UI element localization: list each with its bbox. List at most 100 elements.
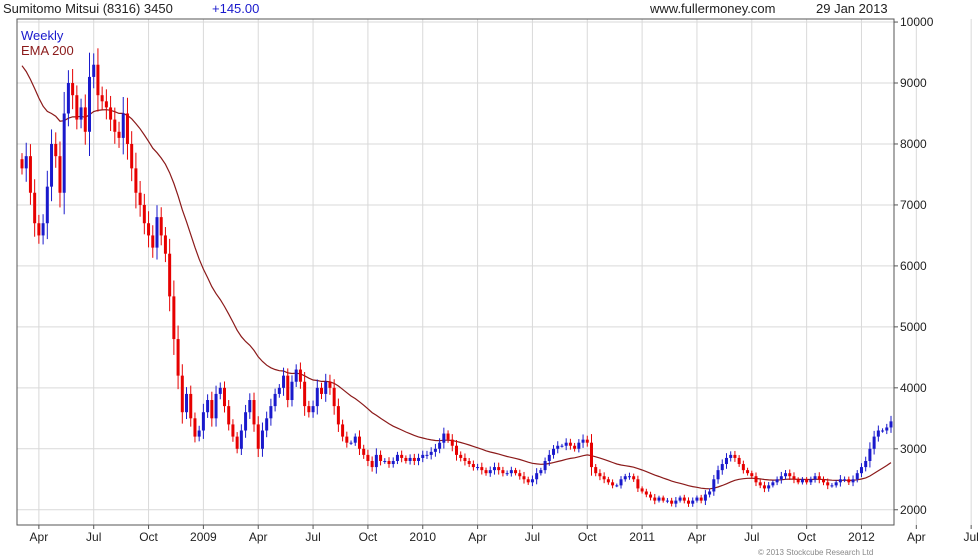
candle-body: [83, 107, 87, 132]
candle-body: [298, 369, 302, 382]
candle-body: [324, 381, 328, 394]
candle-body: [239, 430, 243, 449]
candle-body: [834, 482, 838, 486]
candle-body: [868, 448, 872, 461]
candle-body: [412, 457, 416, 461]
y-tick-label: 8000: [900, 137, 927, 151]
candle-body: [332, 387, 336, 407]
candle-body: [530, 479, 534, 483]
candle-body: [488, 470, 492, 474]
candle-body: [881, 430, 885, 432]
x-tick-label: Apr: [688, 530, 707, 544]
candle-body: [627, 476, 631, 478]
candle-body: [433, 448, 437, 452]
candle-body: [62, 113, 66, 193]
candle-body: [724, 457, 728, 465]
candle-body: [467, 460, 471, 465]
candle-body: [163, 235, 167, 254]
candle-body: [341, 424, 345, 437]
candle-body: [758, 482, 762, 486]
candle-body: [762, 485, 766, 489]
candle-body: [813, 476, 817, 480]
price-change: +145.00: [212, 1, 259, 16]
candle-body: [577, 442, 581, 449]
legend: Weekly EMA 200: [21, 28, 74, 58]
candle-body: [349, 442, 353, 444]
copyright: © 2013 Stockcube Research Ltd: [758, 548, 873, 557]
x-tick-label: Oct: [139, 530, 158, 544]
candle-body: [661, 497, 665, 501]
candle-body: [589, 442, 593, 468]
candle-body: [442, 433, 446, 443]
candle-body: [779, 476, 783, 480]
candle-body: [408, 457, 412, 461]
ema-200-line: [21, 65, 892, 490]
x-tick-label: Apr: [30, 530, 49, 544]
candle-body: [838, 479, 842, 483]
candle-body: [121, 113, 125, 138]
x-tick-label: 2012: [848, 530, 875, 544]
candle-body: [79, 107, 83, 120]
candle-body: [277, 387, 281, 394]
candle-body: [687, 500, 691, 504]
x-tick-label: Oct: [359, 530, 378, 544]
candle-body: [366, 454, 370, 461]
candle-body: [421, 454, 425, 458]
candle-body: [872, 436, 876, 449]
candle-body: [543, 460, 547, 471]
candle-body: [682, 497, 686, 501]
candle-body: [450, 439, 454, 446]
candle-body: [227, 406, 231, 425]
candle-body: [185, 393, 189, 413]
candle-body: [822, 479, 826, 483]
candle-body: [176, 339, 180, 376]
x-tick-label: Jul: [525, 530, 540, 544]
candle-body: [113, 119, 117, 132]
candle-body: [307, 406, 311, 413]
candle-body: [362, 448, 366, 455]
candle-body: [446, 433, 450, 440]
candle-body: [741, 464, 745, 471]
candle-body: [383, 460, 387, 462]
candle-body: [172, 296, 176, 340]
candle-body: [374, 454, 378, 468]
candle-body: [497, 467, 501, 471]
candle-body: [50, 143, 54, 187]
candle-body: [222, 387, 226, 407]
candle-body: [294, 369, 298, 382]
candle-body: [155, 217, 159, 248]
candle-body: [619, 479, 623, 486]
candle-body: [387, 460, 391, 465]
candle-body: [353, 436, 357, 443]
candle-body: [501, 470, 505, 474]
plot-frame: [16, 18, 895, 526]
candle-body: [168, 253, 172, 297]
candle-body: [87, 76, 91, 132]
chart-date: 29 Jan 2013: [816, 1, 888, 16]
candle-body: [699, 497, 703, 501]
candle-body: [206, 400, 210, 413]
y-tick-label: 7000: [900, 198, 927, 212]
candle-body: [522, 476, 526, 480]
candle-body: [678, 497, 682, 501]
candle-body: [231, 424, 235, 437]
candle-body: [623, 476, 627, 480]
y-axis: 2000 3000 4000 5000 6000 7000 8000 9000 10000: [894, 15, 934, 517]
candle-body: [859, 467, 863, 474]
candle-body: [653, 497, 657, 501]
y-tick-label: 2000: [900, 503, 927, 517]
candle-body: [33, 192, 37, 224]
candle-body: [830, 485, 834, 487]
candle-body: [695, 497, 699, 501]
candle-body: [104, 101, 108, 108]
candle-body: [826, 482, 830, 486]
candle-body: [775, 479, 779, 483]
candle-body: [885, 427, 889, 431]
candle-body: [889, 421, 893, 428]
candle-body: [805, 479, 809, 483]
candles: [20, 48, 893, 508]
candle-body: [311, 406, 315, 413]
candle-body: [547, 454, 551, 461]
candle-body: [320, 387, 324, 394]
candle-body: [159, 217, 163, 236]
